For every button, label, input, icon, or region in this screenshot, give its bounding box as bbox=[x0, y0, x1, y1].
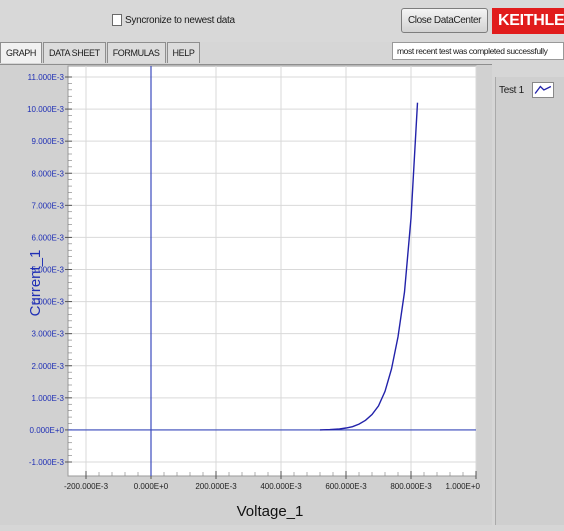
y-tick-label: -1.000E-3 bbox=[29, 458, 65, 467]
x-tick-label: 400.000E-3 bbox=[260, 482, 302, 491]
top-toolbar: Syncronize to newest data Close DataCent… bbox=[0, 0, 564, 42]
x-tick-label: 1.000E+0 bbox=[446, 482, 481, 491]
sync-checkbox[interactable] bbox=[112, 14, 122, 26]
y-tick-label: 8.000E-3 bbox=[32, 169, 65, 178]
tab-graph[interactable]: GRAPH bbox=[0, 42, 43, 63]
legend-line-icon bbox=[531, 82, 554, 98]
y-tick-label: 4.000E-3 bbox=[32, 298, 65, 307]
legend-item[interactable]: Test 1 bbox=[499, 80, 564, 100]
x-tick-label: 0.000E+0 bbox=[134, 482, 169, 491]
grid-lines bbox=[65, 66, 477, 479]
y-tick-label: 11.000E-3 bbox=[28, 73, 65, 82]
sync-label: Syncronize to newest data bbox=[125, 14, 235, 26]
y-tick-label: 0.000E+0 bbox=[30, 426, 65, 435]
x-axis-label: Voltage_1 bbox=[237, 503, 304, 520]
keithley-logo: KEITHLEY bbox=[492, 8, 564, 34]
y-tick-label: 7.000E-3 bbox=[32, 201, 65, 210]
tab-formulas[interactable]: FORMULAS bbox=[106, 42, 166, 63]
y-tick-label: 10.000E-3 bbox=[27, 105, 64, 114]
x-tick-label: 800.000E-3 bbox=[390, 482, 432, 491]
chart-svg: -1.000E-3 0.000E+0 1.000E-3 2.000E-3 3.000E-… bbox=[27, 65, 481, 520]
y-tick-label: 1.000E-3 bbox=[32, 394, 65, 403]
status-message: most recent test was completed successfu… bbox=[392, 42, 564, 60]
y-tick-label: 2.000E-3 bbox=[32, 362, 65, 371]
y-axis-label: Current_1 bbox=[27, 250, 44, 317]
tick-labels: -1.000E-3 0.000E+0 1.000E-3 2.000E-3 3.000E-… bbox=[27, 73, 480, 491]
close-datacenter-button[interactable]: Close DataCenter bbox=[401, 8, 488, 33]
x-tick-label: 200.000E-3 bbox=[195, 482, 237, 491]
x-tick-label: 600.000E-3 bbox=[325, 482, 367, 491]
y-tick-label: 3.000E-3 bbox=[32, 330, 65, 339]
tab-data-sheet[interactable]: DATA SHEET bbox=[43, 42, 106, 63]
legend-label: Test 1 bbox=[499, 84, 524, 96]
x-tick-label: -200.000E-3 bbox=[64, 482, 109, 491]
sync-option[interactable]: Syncronize to newest data bbox=[112, 14, 235, 26]
graph-panel: -1.000E-3 0.000E+0 1.000E-3 2.000E-3 3.000E-… bbox=[0, 64, 492, 525]
legend-panel bbox=[495, 77, 564, 525]
series-layer bbox=[68, 66, 476, 476]
tab-bar: GRAPH DATA SHEET FORMULAS HELP bbox=[0, 42, 201, 64]
series-line-test-1 bbox=[319, 102, 419, 431]
y-tick-label: 6.000E-3 bbox=[32, 233, 65, 242]
tab-help[interactable]: HELP bbox=[166, 42, 201, 63]
y-tick-label: 5.000E-3 bbox=[32, 266, 65, 275]
y-tick-label: 9.000E-3 bbox=[32, 137, 65, 146]
plot-area bbox=[67, 65, 477, 477]
